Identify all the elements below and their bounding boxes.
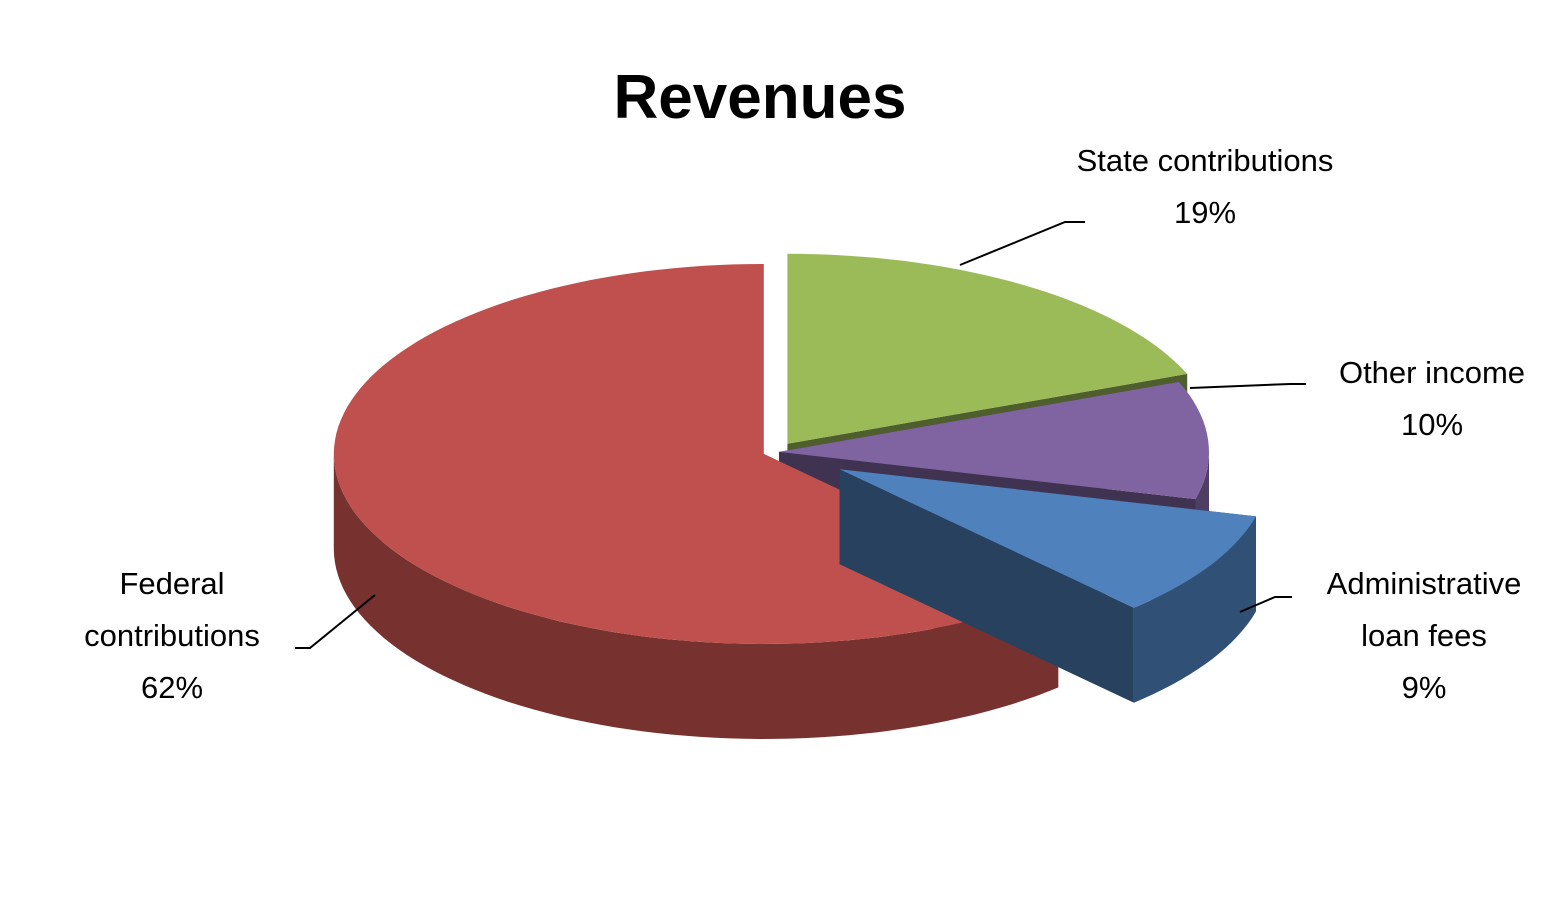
value-label: 9% [1401, 670, 1447, 705]
category-label: Administrative loan fees [1326, 566, 1522, 653]
slice-side [839, 469, 1134, 703]
data-label: Federal contributions 62% [52, 558, 292, 714]
value-label: 62% [140, 670, 204, 705]
category-label: State contributions [1076, 143, 1334, 178]
slice [787, 253, 1188, 444]
leader-line [1189, 383, 1306, 389]
value-label: 10% [1400, 407, 1464, 442]
slice [839, 469, 1256, 608]
slice-wall [1133, 516, 1256, 703]
category-label: Federal contributions [84, 566, 260, 653]
data-label: Administrative loan fees 9% [1294, 558, 1554, 714]
slice [779, 381, 1209, 500]
chart-title: Revenues [613, 63, 907, 132]
data-label: State contributions 19% [1070, 135, 1340, 239]
category-label: Other income [1338, 355, 1526, 390]
value-label: 19% [1173, 195, 1237, 230]
slice-wall [333, 454, 1059, 739]
data-label: Other income 10% [1307, 347, 1557, 451]
leader-line [959, 221, 1085, 266]
leader-line [295, 594, 376, 649]
leader-line [1239, 596, 1292, 613]
